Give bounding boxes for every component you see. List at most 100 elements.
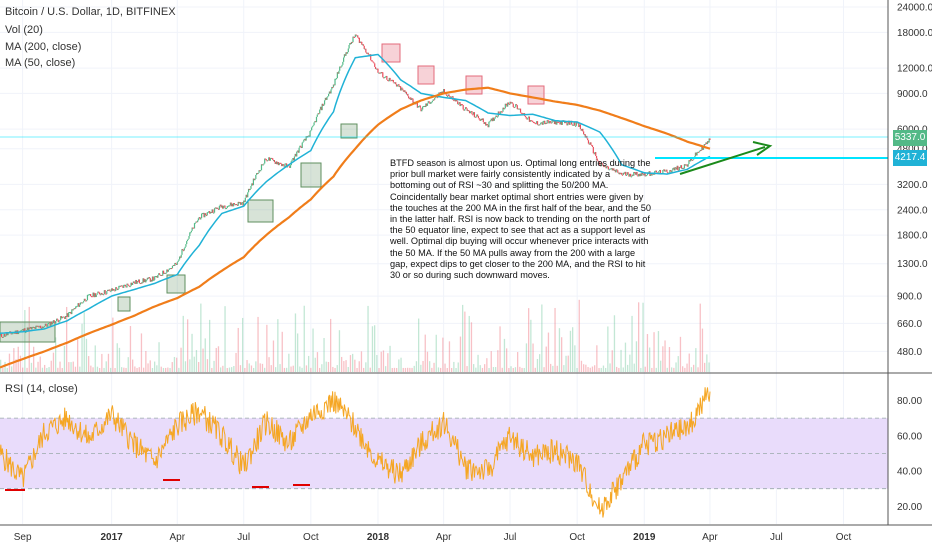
price-candle: [111, 288, 114, 291]
volume-bar: [33, 346, 35, 372]
legend-rsi[interactable]: RSI (14, close): [5, 383, 78, 395]
volume-bar: [143, 367, 145, 372]
price-candle: [625, 171, 627, 176]
price-candle: [154, 276, 157, 278]
price-candle: [468, 110, 470, 112]
price-candle: [614, 169, 616, 171]
volume-bar: [697, 367, 699, 372]
price-candle: [158, 273, 160, 275]
volume-bar: [354, 359, 356, 372]
price-candle: [571, 124, 574, 126]
price-candle: [454, 98, 456, 102]
volume-bar: [600, 367, 602, 372]
price-candle: [402, 90, 405, 92]
price-candle: [464, 107, 467, 110]
legend-ma50[interactable]: MA (50, close): [5, 57, 76, 69]
volume-bar: [264, 367, 266, 372]
price-candle: [239, 202, 242, 205]
price-candle: [632, 174, 634, 176]
price-candle: [34, 327, 36, 329]
volume-bar: [539, 354, 541, 372]
price-candle: [500, 111, 502, 114]
price-candle: [223, 205, 225, 207]
price-candle: [634, 172, 637, 175]
price-candle: [629, 173, 631, 177]
time-tick-label: 2017: [101, 532, 124, 543]
price-candle: [418, 105, 421, 107]
volume-bar: [222, 365, 224, 372]
legend-volume[interactable]: Vol (20): [5, 24, 43, 36]
price-candle: [203, 212, 205, 218]
price-candle: [490, 118, 492, 121]
volume-bar: [497, 350, 499, 372]
volume-bar: [398, 359, 400, 372]
volume-bar: [611, 350, 613, 372]
price-candle: [70, 311, 72, 315]
volume-bar: [57, 367, 59, 372]
volume-bar: [226, 367, 228, 372]
volume-bar: [470, 322, 473, 372]
volume-bar: [404, 367, 407, 372]
price-candle: [142, 278, 144, 284]
volume-bar: [303, 305, 305, 372]
price-candle: [683, 164, 686, 169]
volume-bar: [411, 367, 413, 372]
price-candle: [619, 172, 621, 175]
volume-bar: [310, 367, 312, 372]
volume-bar: [114, 367, 116, 372]
price-candle: [2, 336, 4, 338]
price-candle: [154, 276, 156, 280]
price-candle: [380, 72, 382, 74]
price-candle: [40, 328, 42, 330]
price-candle: [162, 270, 165, 274]
volume-bar: [393, 367, 396, 372]
price-candle: [201, 213, 204, 215]
volume-bar: [569, 330, 572, 372]
price-candle: [77, 303, 79, 306]
price-candle: [625, 174, 628, 176]
price-candle: [320, 106, 322, 111]
price-candle: [189, 232, 191, 237]
price-candle: [669, 170, 671, 174]
price-candle: [664, 170, 666, 172]
price-candle: [175, 262, 177, 264]
price-candle: [536, 121, 539, 125]
volume-bar: [695, 348, 697, 372]
price-candle: [248, 188, 250, 191]
volume-bar: [455, 367, 457, 372]
price-candle: [466, 108, 468, 111]
volume-bar: [657, 331, 660, 372]
price-candle: [680, 165, 682, 168]
volume-bar: [503, 338, 506, 372]
price-candle: [462, 104, 464, 110]
volume-bar: [589, 367, 591, 372]
price-candle: [603, 165, 605, 168]
price-candle: [571, 120, 573, 125]
volume-bar: [112, 317, 114, 372]
price-candle: [694, 152, 697, 157]
price-candle: [69, 311, 71, 313]
legend-ma200[interactable]: MA (200, close): [5, 41, 82, 53]
price-candle: [599, 165, 602, 167]
volume-bar: [149, 360, 151, 372]
volume-bar: [266, 324, 268, 372]
price-candle: [102, 294, 105, 296]
price-candle: [443, 89, 446, 93]
price-candle: [94, 293, 96, 298]
price-candle: [157, 274, 159, 278]
volume-bar: [684, 367, 686, 372]
price-candle: [205, 215, 208, 217]
volume-bar: [107, 353, 110, 372]
volume-bar: [484, 364, 486, 372]
price-candle: [407, 93, 409, 97]
price-candle: [489, 121, 491, 123]
price-candle: [412, 98, 414, 103]
volume-bar: [209, 319, 211, 372]
price-candle: [109, 289, 111, 292]
price-candle: [163, 272, 165, 274]
price-candle: [281, 164, 284, 167]
price-tick-label: 2400.0: [897, 205, 928, 216]
price-candle: [94, 293, 97, 298]
price-candle: [464, 109, 466, 111]
